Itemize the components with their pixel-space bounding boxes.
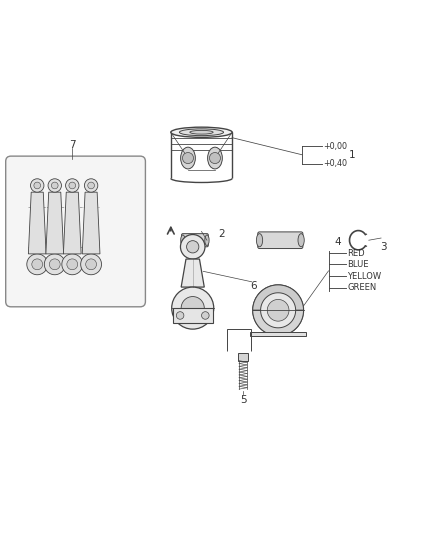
Circle shape xyxy=(177,312,184,319)
Text: 7: 7 xyxy=(69,140,76,150)
Polygon shape xyxy=(238,353,248,361)
Polygon shape xyxy=(64,192,81,254)
Circle shape xyxy=(66,179,79,192)
Ellipse shape xyxy=(205,235,209,246)
Polygon shape xyxy=(253,310,304,336)
Circle shape xyxy=(187,241,199,253)
Circle shape xyxy=(49,259,60,270)
Circle shape xyxy=(86,259,96,270)
Polygon shape xyxy=(253,285,304,310)
Polygon shape xyxy=(28,192,46,254)
Polygon shape xyxy=(250,332,306,336)
Circle shape xyxy=(69,182,76,189)
Text: +0,40: +0,40 xyxy=(323,159,347,168)
Ellipse shape xyxy=(208,147,223,169)
Text: BLUE: BLUE xyxy=(347,260,369,269)
Polygon shape xyxy=(181,259,204,287)
Circle shape xyxy=(209,152,220,164)
Ellipse shape xyxy=(298,233,304,247)
Circle shape xyxy=(32,259,42,270)
Circle shape xyxy=(34,182,41,189)
Text: 5: 5 xyxy=(240,395,247,405)
Ellipse shape xyxy=(180,147,195,169)
Circle shape xyxy=(27,254,48,274)
Text: 2: 2 xyxy=(218,229,225,239)
Circle shape xyxy=(62,254,83,274)
Text: 3: 3 xyxy=(380,242,387,252)
Circle shape xyxy=(44,254,65,274)
Circle shape xyxy=(180,235,205,259)
Text: GREEN: GREEN xyxy=(347,283,377,292)
Polygon shape xyxy=(82,192,100,254)
Circle shape xyxy=(85,179,98,192)
Text: YELLOW: YELLOW xyxy=(347,272,381,281)
FancyBboxPatch shape xyxy=(181,233,208,247)
Text: +0,00: +0,00 xyxy=(323,142,347,150)
Ellipse shape xyxy=(190,131,213,134)
FancyBboxPatch shape xyxy=(258,232,303,248)
Polygon shape xyxy=(173,308,213,323)
Text: RED: RED xyxy=(347,249,365,258)
Circle shape xyxy=(267,300,289,321)
Circle shape xyxy=(88,182,95,189)
Polygon shape xyxy=(46,192,64,254)
Circle shape xyxy=(48,179,61,192)
Circle shape xyxy=(51,182,58,189)
Text: 4: 4 xyxy=(334,237,341,247)
Circle shape xyxy=(181,296,204,320)
Circle shape xyxy=(183,152,194,164)
Circle shape xyxy=(81,254,102,274)
Ellipse shape xyxy=(180,129,223,135)
Circle shape xyxy=(172,287,214,329)
Circle shape xyxy=(31,179,44,192)
Ellipse shape xyxy=(171,127,232,138)
Text: 6: 6 xyxy=(251,281,258,291)
Ellipse shape xyxy=(256,233,263,247)
Ellipse shape xyxy=(181,235,185,246)
Circle shape xyxy=(253,285,304,336)
Text: 1: 1 xyxy=(349,150,356,160)
Circle shape xyxy=(201,312,209,319)
FancyBboxPatch shape xyxy=(6,156,145,307)
Circle shape xyxy=(67,259,78,270)
